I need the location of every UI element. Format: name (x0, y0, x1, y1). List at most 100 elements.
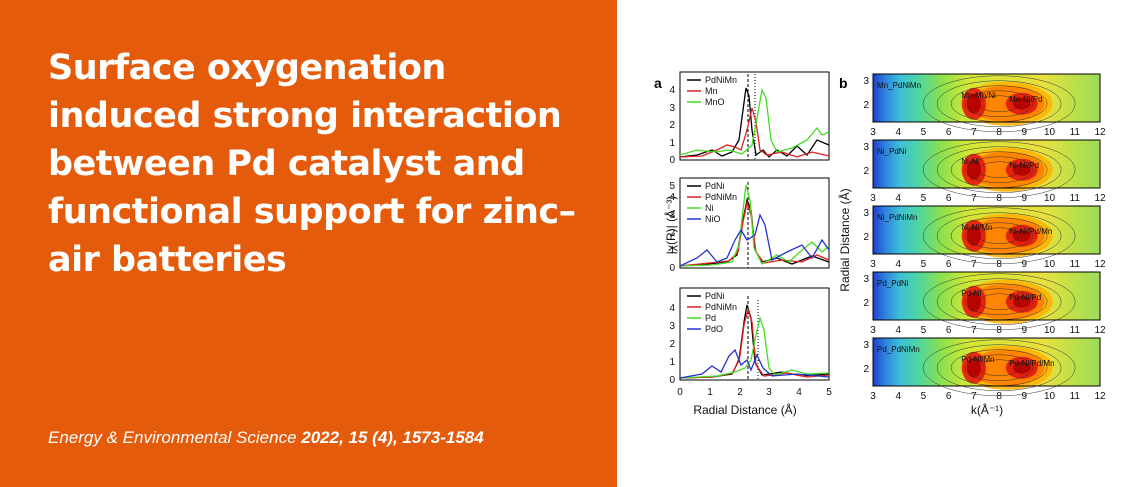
curve-PdO (679, 348, 830, 379)
panel-a-label: a (654, 75, 662, 91)
ytick: 4 (669, 303, 675, 314)
contour-region (966, 291, 981, 312)
xtick: 6 (946, 127, 952, 138)
xtick: 11 (1070, 127, 1081, 138)
ytick: 2 (863, 364, 869, 375)
contour-line (964, 354, 1034, 382)
contour-line (978, 293, 1020, 311)
xtick: 2 (737, 387, 743, 398)
contour-line (922, 273, 1076, 331)
legend-entry: PdNiMn (705, 302, 737, 312)
map-feature-label: Mn-Mn/Ni (961, 91, 996, 100)
map-feature-label: Mn-Ni/Pd (1009, 95, 1042, 104)
xtick: 6 (946, 325, 952, 336)
contour-line (978, 227, 1020, 245)
xtick: 7 (971, 259, 977, 270)
curve-Ni (679, 184, 830, 267)
panel-a-subplot-3: 0 1 2 3 4 PdNi PdNiMn Pd PdO 0 1 2 3 4 5 (669, 287, 832, 398)
xtick: 0 (677, 387, 683, 398)
contour-line (922, 207, 1076, 265)
xtick: 10 (1044, 193, 1056, 204)
ytick: 2 (669, 339, 675, 350)
panel-b-label: b (839, 75, 848, 91)
ytick: 0 (669, 263, 675, 274)
legend-entry: MnO (705, 97, 725, 107)
xtick: 9 (1022, 391, 1028, 402)
xtick: 3 (766, 387, 772, 398)
xtick: 7 (971, 325, 977, 336)
map-feature-label: Ni-Ni/Pd (1009, 161, 1039, 170)
xtick: 11 (1070, 193, 1081, 204)
panel-a-subplot-2: 0 1 2 3 4 5 PdNi PdNiMn Ni NiO (669, 177, 830, 274)
xtick: 4 (796, 387, 802, 398)
xtick: 12 (1094, 127, 1106, 138)
contour-line (964, 90, 1034, 118)
xtick: 5 (921, 127, 927, 138)
legend-entry: Ni (705, 203, 714, 213)
contour-line (978, 161, 1020, 179)
legend-entry: PdNiMn (705, 192, 737, 202)
legend-entry: PdNi (705, 291, 725, 301)
contour-line (922, 75, 1076, 133)
journal-name: Energy & Environmental Science (48, 428, 297, 447)
contour-line (936, 278, 1062, 326)
contour-region (1012, 163, 1031, 176)
contour-region (1012, 97, 1031, 110)
xtick: 1 (707, 387, 713, 398)
xtick: 6 (946, 193, 952, 204)
xtick: 9 (1022, 325, 1028, 336)
legend-entry: PdNiMn (705, 75, 737, 85)
xtick: 4 (895, 325, 901, 336)
contour-map-5: Pd_PdNiMn Pd-Ni/Mn Pd-Ni/Pd/Mn 3 2 3 4 5 6 7 8 9 10 1… (863, 337, 1106, 402)
ytick: 3 (669, 321, 675, 332)
paper-title: Surface oxygenation induced strong inter… (48, 48, 576, 280)
ytick: 4 (669, 192, 675, 203)
contour-region (1012, 295, 1031, 308)
ytick: 3 (669, 103, 675, 114)
map-feature-label: Pd-Ni/Pd/Mn (1009, 359, 1054, 368)
ytick: 3 (863, 142, 869, 153)
xtick: 5 (921, 193, 927, 204)
citation-details: 2022, 15 (4), 1573-1584 (301, 428, 484, 447)
subplot-3-frame (679, 287, 830, 381)
contour-line (936, 212, 1062, 260)
legend-entry: PdO (705, 324, 723, 334)
contour-line (936, 80, 1062, 128)
xtick: 10 (1044, 391, 1056, 402)
xtick: 8 (996, 391, 1002, 402)
contour-line (978, 359, 1020, 377)
map-sample-label: Pd_PdNi (877, 279, 909, 288)
xtick: 3 (870, 391, 876, 402)
xtick: 11 (1070, 259, 1081, 270)
contour-region (966, 357, 981, 378)
ytick: 1 (669, 245, 675, 256)
curve-PdNi (679, 197, 830, 267)
panel-a-xlabel: Radial Distance (Å) (693, 402, 796, 417)
xtick: 11 (1070, 325, 1081, 336)
legend-entry: Pd (705, 313, 716, 323)
ytick: 3 (863, 208, 869, 219)
xtick: 8 (996, 193, 1002, 204)
curve-Pd (679, 315, 830, 379)
contour-line (936, 344, 1062, 392)
panel-a-ylabel: |χ(R)| (Å⁻³) (663, 196, 678, 255)
xtick: 9 (1022, 193, 1028, 204)
xtick: 12 (1094, 259, 1106, 270)
map-frame (872, 271, 1101, 321)
xtick: 8 (996, 127, 1002, 138)
curve-MnO (679, 87, 830, 156)
xtick: 3 (870, 259, 876, 270)
map-frame (872, 73, 1101, 123)
xtick: 4 (895, 259, 901, 270)
map-frame (872, 205, 1101, 255)
map-sample-label: Ni_PdNiMn (877, 213, 917, 222)
map-feature-label: Pd-Ni/Mn (961, 355, 994, 364)
panel-b-xlabel: k(Å⁻¹) (971, 402, 1003, 417)
map-sample-label: Pd_PdNiMn (877, 345, 920, 354)
contour-map-2: Ni_PdNi Ni-Ni Ni-Ni/Pd 3 2 3 4 5 6 7 8 9 10 11 12 (863, 139, 1106, 204)
ytick: 3 (863, 76, 869, 87)
xtick: 4 (895, 391, 901, 402)
xtick: 7 (971, 127, 977, 138)
contour-map-3: Ni_PdNiMn Ni-Ni/Mn Ni-Ni/Pd/Mn 3 2 3 4 5 6 7 8 9 10 1… (863, 205, 1106, 270)
contour-region (966, 93, 981, 114)
